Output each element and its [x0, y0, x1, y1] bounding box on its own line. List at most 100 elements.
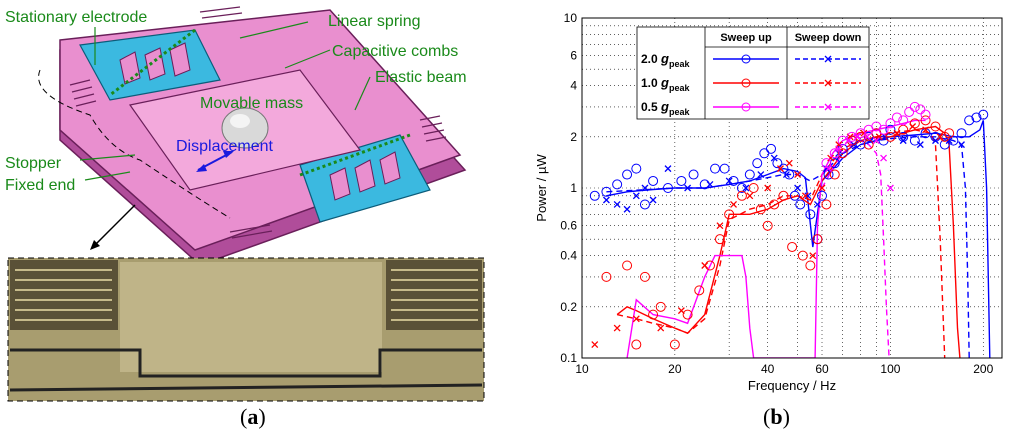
marker-x [701, 262, 709, 269]
marker-x [801, 192, 809, 200]
marker-x [613, 324, 621, 332]
caption-b: (b) [763, 404, 790, 430]
marker-x [764, 184, 772, 192]
x-tick-label: 10 [575, 362, 589, 376]
marker-x [809, 252, 817, 260]
marker-x [886, 184, 894, 192]
marker-x [746, 192, 754, 200]
caption-a-close: ) [258, 404, 266, 429]
legend-box [636, 26, 870, 120]
marker-circle [784, 169, 795, 180]
marker-x [777, 165, 784, 173]
y-tick-label: 10 [564, 11, 578, 25]
marker-circle [920, 109, 931, 120]
marker-circle [755, 204, 766, 215]
marker-circle [915, 104, 926, 115]
marker-circle [821, 199, 832, 210]
marker-circle [639, 271, 650, 282]
marker-x [835, 145, 843, 153]
marker-x [899, 137, 907, 145]
marker-x [785, 159, 793, 167]
marker-circle [930, 121, 941, 132]
marker-circle [964, 115, 975, 126]
marker-circle [766, 143, 777, 154]
marker-circle [909, 135, 920, 146]
marker-circle [920, 115, 931, 126]
caption-b-close: ) [782, 404, 790, 429]
marker-circle [829, 158, 840, 169]
marker-x [818, 184, 826, 192]
marker-x [853, 133, 861, 141]
plot-frame [581, 17, 1003, 359]
label-stationary-electrode: Stationary electrode [5, 9, 147, 26]
y-tick-label: 2 [570, 130, 577, 144]
legend-row-label: 2.0 gpeak [641, 51, 690, 69]
series-0.5-up [626, 119, 926, 358]
legend-accel: 1.0 [641, 76, 661, 90]
marker-circle [622, 169, 633, 180]
marker-circle [837, 148, 848, 159]
marker-circle [601, 271, 612, 282]
marker-circle [601, 186, 612, 197]
legend-up-marker [741, 78, 751, 88]
marker-circle [589, 190, 600, 201]
marker-circle [631, 339, 642, 350]
y-tick-label: 1 [570, 181, 577, 195]
marker-x [591, 341, 599, 348]
legend-sub: peak [669, 83, 691, 93]
marker-circle [885, 124, 896, 135]
marker-circle [978, 109, 989, 120]
legend-down-marker [824, 103, 832, 111]
marker-x [757, 171, 765, 178]
marker-circle [795, 199, 806, 210]
marker-circle [710, 163, 721, 174]
marker-x [623, 205, 631, 213]
marker-x [782, 171, 790, 178]
stopper-outline [38, 69, 231, 219]
x-tick-label: 100 [880, 362, 900, 376]
x-tick-label: 40 [761, 362, 775, 376]
device-schematic: Stationary electrode Linear spring Capac… [5, 6, 485, 402]
marker-x [706, 180, 714, 188]
marker-x [880, 154, 888, 162]
marker-circle [639, 199, 650, 210]
legend-g: g [660, 75, 669, 90]
legend-sub: peak [669, 107, 691, 117]
series-1.0-up [616, 125, 961, 358]
caption-b-letter: b [770, 404, 783, 429]
marker-circle [655, 301, 666, 312]
marker-x [794, 184, 802, 192]
marker-x [602, 196, 610, 204]
label-linear-spring: Linear spring [328, 13, 421, 30]
right-combs [329, 151, 401, 201]
marker-circle [787, 241, 798, 252]
x-tick-label: 20 [668, 362, 682, 376]
marker-x [881, 133, 889, 141]
marker-x [649, 196, 657, 204]
marker-x [825, 165, 833, 173]
marker-x [725, 177, 733, 185]
marker-circle [904, 106, 915, 117]
marker-x [814, 201, 821, 208]
marker-x [844, 137, 852, 145]
caption-b-open: ( [763, 404, 771, 429]
marker-circle [736, 190, 747, 201]
marker-circle [878, 124, 889, 135]
data-markers [589, 101, 989, 350]
marker-x [716, 222, 724, 230]
marker-circle [971, 112, 982, 123]
marker-circle [759, 148, 770, 159]
marker-circle [885, 131, 896, 142]
marker-circle [676, 175, 687, 186]
label-capacitive-combs: Capacitive combs [332, 43, 458, 60]
micrograph [7, 257, 485, 402]
y-axis-label: Power / µW [534, 154, 549, 222]
marker-circle [694, 285, 705, 296]
marker-x [794, 171, 802, 178]
legend-row-label: 1.0 gpeak [641, 75, 690, 93]
marker-circle [891, 112, 902, 123]
panel-a-device-illustration: Stationary electrode Linear spring Capac… [0, 0, 520, 436]
legend-up-marker [741, 54, 751, 64]
marker-circle [778, 190, 789, 201]
marker-circle [863, 139, 874, 150]
